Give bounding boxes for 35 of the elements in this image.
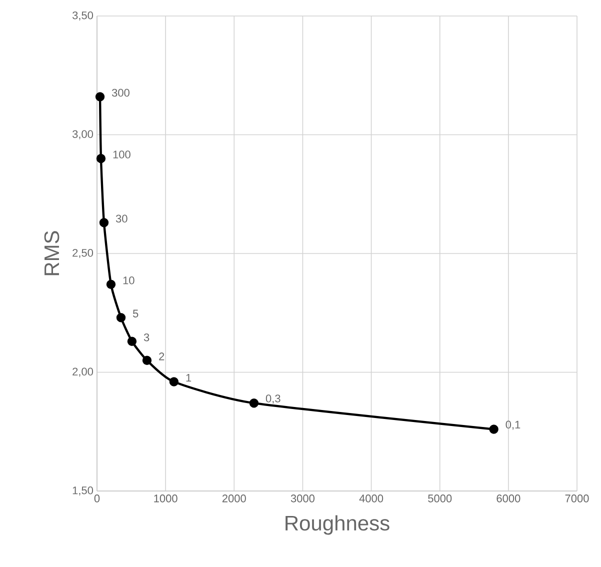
x-axis-title: Roughness (286, 515, 390, 535)
annotation: 3 (144, 333, 150, 342)
y-axis-title: RMS (44, 231, 60, 276)
point (106, 280, 116, 289)
point (489, 424, 498, 434)
point (142, 356, 152, 365)
annotation: 300 (112, 88, 130, 97)
annotation: 5 (132, 310, 138, 318)
point (99, 218, 109, 228)
x-tick-label: 5000 (428, 494, 452, 502)
x-tick-label: 1000 (154, 494, 178, 502)
x-tick-label: 7000 (565, 494, 589, 502)
point (249, 398, 259, 408)
point (127, 336, 137, 346)
y-tick-label: 3,00 (72, 130, 94, 140)
point (95, 92, 105, 102)
y-tick-label: 2,00 (72, 368, 94, 377)
x-tick-label: 3000 (290, 494, 315, 502)
x-tick-label: 2000 (222, 494, 246, 502)
x-tick-label: 6000 (496, 494, 520, 502)
y-tick-label: 1,50 (72, 486, 94, 496)
annotation: 10 (123, 276, 134, 284)
y-tick-label: 2,50 (72, 248, 94, 258)
y-tick-label: 3,50 (72, 11, 94, 21)
annotation: 100 (113, 150, 130, 158)
point (116, 313, 126, 322)
annotation: 1 (186, 374, 192, 382)
point (169, 377, 179, 386)
x-tick-label: 0 (94, 494, 100, 502)
point (96, 154, 106, 164)
annotation: 0,3 (266, 394, 280, 404)
annotation: 30 (116, 214, 128, 223)
x-tick-label: 4000 (359, 494, 384, 502)
annotation: 2 (159, 352, 164, 360)
annotation: 0,1 (506, 420, 520, 430)
